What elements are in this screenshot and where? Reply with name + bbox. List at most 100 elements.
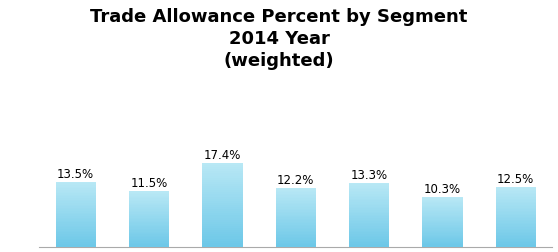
- Bar: [349, 218, 389, 220]
- Bar: [276, 215, 316, 216]
- Bar: [276, 229, 316, 231]
- Bar: [276, 238, 316, 240]
- Bar: [202, 176, 243, 178]
- Bar: [129, 235, 169, 236]
- Bar: [129, 197, 169, 199]
- Bar: [349, 215, 389, 216]
- Bar: [202, 170, 243, 172]
- Bar: [422, 244, 463, 246]
- Bar: [496, 218, 536, 220]
- Bar: [422, 225, 463, 226]
- Bar: [422, 243, 463, 244]
- Text: 17.4%: 17.4%: [204, 148, 241, 161]
- Bar: [496, 211, 536, 212]
- Bar: [349, 229, 389, 231]
- Bar: [56, 205, 96, 206]
- Bar: [56, 188, 96, 190]
- Bar: [276, 225, 316, 226]
- Bar: [129, 192, 169, 193]
- Bar: [496, 215, 536, 217]
- Bar: [422, 217, 463, 218]
- Bar: [202, 203, 243, 205]
- Bar: [276, 188, 316, 247]
- Bar: [422, 199, 463, 200]
- Bar: [422, 205, 463, 206]
- Bar: [129, 232, 169, 233]
- Bar: [349, 184, 389, 186]
- Bar: [276, 199, 316, 200]
- Bar: [129, 200, 169, 201]
- Bar: [349, 221, 389, 223]
- Bar: [202, 224, 243, 226]
- Bar: [496, 187, 536, 188]
- Bar: [349, 212, 389, 213]
- Bar: [422, 204, 463, 205]
- Bar: [56, 219, 96, 221]
- Bar: [496, 194, 536, 196]
- Bar: [129, 194, 169, 196]
- Bar: [56, 211, 96, 213]
- Bar: [129, 203, 169, 204]
- Bar: [202, 207, 243, 209]
- Bar: [349, 201, 389, 202]
- Bar: [129, 204, 169, 205]
- Bar: [422, 220, 463, 221]
- Bar: [202, 232, 243, 234]
- Bar: [349, 197, 389, 199]
- Bar: [349, 236, 389, 237]
- Bar: [349, 241, 389, 242]
- Bar: [422, 221, 463, 222]
- Bar: [349, 183, 389, 247]
- Bar: [202, 222, 243, 224]
- Bar: [422, 218, 463, 220]
- Bar: [422, 215, 463, 216]
- Bar: [496, 225, 536, 226]
- Bar: [349, 199, 389, 201]
- Bar: [202, 182, 243, 184]
- Bar: [129, 240, 169, 241]
- Bar: [129, 226, 169, 228]
- Bar: [276, 200, 316, 201]
- Bar: [202, 226, 243, 228]
- Bar: [349, 223, 389, 225]
- Bar: [496, 226, 536, 227]
- Bar: [422, 211, 463, 212]
- Bar: [276, 209, 316, 210]
- Bar: [129, 239, 169, 240]
- Bar: [496, 205, 536, 206]
- Bar: [422, 210, 463, 211]
- Bar: [349, 210, 389, 212]
- Bar: [56, 221, 96, 223]
- Bar: [202, 211, 243, 213]
- Bar: [496, 200, 536, 202]
- Bar: [202, 195, 243, 197]
- Bar: [202, 188, 243, 191]
- Bar: [56, 224, 96, 226]
- Bar: [129, 224, 169, 225]
- Bar: [56, 197, 96, 198]
- Bar: [422, 207, 463, 209]
- Bar: [56, 187, 96, 188]
- Bar: [496, 190, 536, 191]
- Bar: [422, 241, 463, 242]
- Bar: [422, 238, 463, 240]
- Bar: [56, 213, 96, 214]
- Bar: [349, 194, 389, 196]
- Bar: [276, 194, 316, 196]
- Bar: [422, 213, 463, 215]
- Bar: [276, 203, 316, 204]
- Bar: [56, 200, 96, 202]
- Bar: [129, 211, 169, 212]
- Bar: [276, 220, 316, 222]
- Bar: [276, 207, 316, 209]
- Bar: [129, 214, 169, 215]
- Bar: [496, 202, 536, 203]
- Bar: [276, 243, 316, 244]
- Bar: [496, 191, 536, 193]
- Bar: [349, 191, 389, 193]
- Bar: [422, 231, 463, 232]
- Text: Trade Allowance Percent by Segment
2014 Year
(weighted): Trade Allowance Percent by Segment 2014 …: [90, 8, 468, 70]
- Bar: [129, 236, 169, 237]
- Bar: [56, 239, 96, 240]
- Bar: [349, 244, 389, 245]
